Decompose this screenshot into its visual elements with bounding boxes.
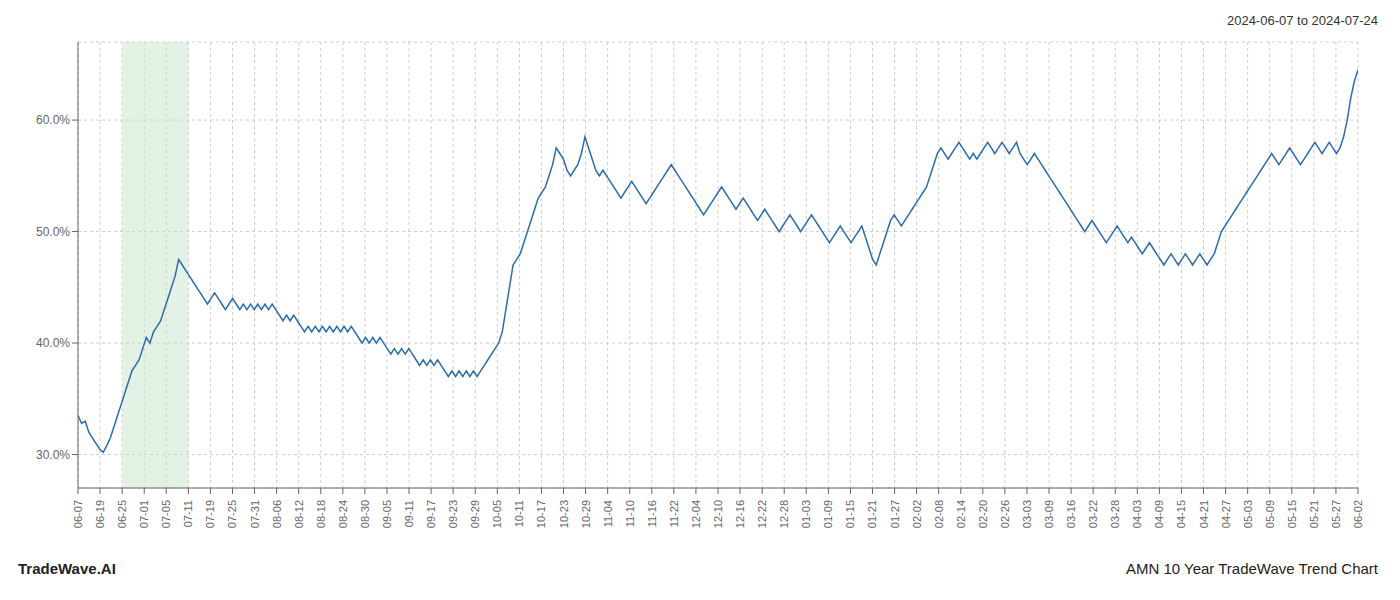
svg-text:06-02: 06-02 (1352, 500, 1364, 528)
svg-text:09-23: 09-23 (447, 500, 459, 528)
svg-text:08-18: 08-18 (315, 500, 327, 528)
svg-text:01-27: 01-27 (889, 500, 901, 528)
svg-text:05-03: 05-03 (1242, 500, 1254, 528)
svg-text:11-22: 11-22 (668, 500, 680, 527)
svg-text:09-11: 09-11 (403, 500, 415, 527)
svg-text:07-31: 07-31 (249, 500, 261, 528)
svg-text:03-22: 03-22 (1087, 500, 1099, 528)
svg-text:04-15: 04-15 (1175, 500, 1187, 528)
svg-text:06-19: 06-19 (94, 500, 106, 528)
svg-text:50.0%: 50.0% (36, 225, 70, 239)
svg-text:07-11: 07-11 (182, 500, 194, 527)
svg-text:08-24: 08-24 (337, 500, 349, 528)
svg-text:03-16: 03-16 (1065, 500, 1077, 528)
svg-text:02-08: 02-08 (933, 500, 945, 528)
svg-text:12-16: 12-16 (734, 500, 746, 528)
svg-text:01-21: 01-21 (866, 500, 878, 528)
svg-text:07-25: 07-25 (226, 500, 238, 528)
html-text:AMN 10 Year TradeWave Trend Ch: AMN 10 Year TradeWave Trend Chart (1125, 559, 1378, 577)
svg-text:10-23: 10-23 (558, 500, 570, 528)
svg-text:04-03: 04-03 (1131, 500, 1143, 528)
svg-text:09-29: 09-29 (469, 500, 481, 528)
svg-text:08-06: 08-06 (271, 500, 283, 528)
svg-text:30.0%: 30.0% (36, 448, 70, 462)
svg-text:05-27: 05-27 (1330, 500, 1342, 528)
svg-text:12-22: 12-22 (756, 500, 768, 528)
svg-text:05-15: 05-15 (1286, 500, 1298, 528)
svg-text:02-14: 02-14 (955, 500, 967, 528)
svg-text:40.0%: 40.0% (36, 336, 70, 350)
svg-text:05-21: 05-21 (1308, 500, 1320, 528)
svg-text:04-21: 04-21 (1198, 500, 1210, 528)
svg-text:02-26: 02-26 (999, 500, 1011, 528)
svg-text:09-17: 09-17 (425, 500, 437, 528)
svg-text:10-05: 10-05 (491, 500, 503, 528)
svg-text:08-12: 08-12 (293, 500, 305, 528)
svg-text:11-10: 11-10 (624, 500, 636, 527)
svg-text:01-15: 01-15 (844, 500, 856, 528)
svg-text:04-27: 04-27 (1220, 500, 1232, 528)
svg-text:08-30: 08-30 (359, 500, 371, 528)
svg-text:03-09: 03-09 (1043, 500, 1055, 528)
svg-text:01-03: 01-03 (800, 500, 812, 528)
svg-text:10-17: 10-17 (535, 500, 547, 528)
svg-text:01-09: 01-09 (822, 500, 834, 528)
svg-text:10-11: 10-11 (513, 500, 525, 527)
svg-text:10-29: 10-29 (580, 500, 592, 528)
svg-text:12-04: 12-04 (690, 500, 702, 528)
html-text:TradeWave.AI: TradeWave.AI (18, 559, 116, 577)
svg-text:02-02: 02-02 (911, 500, 923, 528)
svg-text:60.0%: 60.0% (36, 113, 70, 127)
svg-text:03-03: 03-03 (1021, 500, 1033, 528)
svg-text:07-19: 07-19 (204, 500, 216, 528)
svg-text:07-05: 07-05 (160, 500, 172, 528)
svg-text:05-09: 05-09 (1264, 500, 1276, 528)
svg-text:09-05: 09-05 (381, 500, 393, 528)
svg-text:06-07: 06-07 (72, 500, 84, 528)
svg-text:12-10: 12-10 (712, 500, 724, 528)
svg-text:03-28: 03-28 (1109, 500, 1121, 528)
svg-text:11-16: 11-16 (646, 500, 658, 527)
html-text:2024-06-07 to 2024-07-24: 2024-06-07 to 2024-07-24 (1226, 12, 1378, 28)
svg-text:04-09: 04-09 (1153, 500, 1165, 528)
svg-text:12-28: 12-28 (778, 500, 790, 528)
svg-text:07-01: 07-01 (138, 500, 150, 528)
svg-text:11-04: 11-04 (602, 500, 614, 527)
svg-text:02-20: 02-20 (977, 500, 989, 528)
svg-text:06-25: 06-25 (116, 500, 128, 528)
